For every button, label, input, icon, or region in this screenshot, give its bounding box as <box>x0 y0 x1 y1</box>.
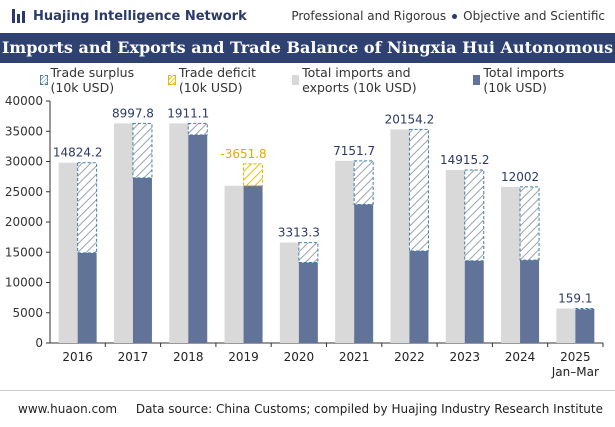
import-bar <box>132 177 152 343</box>
surplus-bar <box>353 160 374 205</box>
balance-data-label: 20154.2 <box>385 112 435 126</box>
x-tick-label: 2025 <box>560 350 591 364</box>
balance-data-label: 159.1 <box>558 292 592 306</box>
total-bar <box>335 160 355 343</box>
balance-data-label: -3651.8 <box>220 147 266 161</box>
x-tick-label: 2020 <box>284 350 315 364</box>
brand-logo-icon <box>12 9 25 23</box>
chart-title: Imports and Exports and Trade Balance of… <box>0 33 615 87</box>
x-tick-label: 2023 <box>449 350 480 364</box>
total-bar <box>169 123 189 343</box>
footer: www.huaon.com Data source: China Customs… <box>0 390 615 427</box>
import-bar <box>575 309 595 343</box>
legend-swatch-total <box>292 75 300 85</box>
brand: Huajing Intelligence Network <box>12 9 247 24</box>
balance-data-label: 14915.2 <box>440 153 490 167</box>
legend-total: Total imports and exports (10k USD) <box>292 65 459 95</box>
import-bar <box>354 204 374 343</box>
balance-data-label: 1911.1 <box>167 106 209 120</box>
legend-swatch-deficit <box>168 75 176 85</box>
legend-import: Total imports (10k USD) <box>473 65 586 95</box>
legend-deficit: Trade deficit (10k USD) <box>168 65 278 95</box>
surplus-bar <box>187 122 208 136</box>
y-tick-label: 35000 <box>5 124 43 138</box>
import-bar <box>520 260 540 343</box>
y-tick-label: 5000 <box>12 306 43 320</box>
x-tick-label: 2022 <box>394 350 425 364</box>
total-bar <box>556 308 576 343</box>
x-tick-label: 2018 <box>173 350 204 364</box>
surplus-bar <box>408 128 429 252</box>
bar-chart: 0 5000 10000 15000 20000 25000 30000 35000 40000… <box>5 94 604 379</box>
surplus-bar <box>464 169 485 262</box>
y-tick-label: 20000 <box>5 215 43 229</box>
import-bar <box>464 260 484 343</box>
y-tick-label: 15000 <box>5 245 43 259</box>
y-tick-label: 0 <box>35 336 43 350</box>
x-tick-label: Jan–Mar <box>551 365 599 379</box>
balance-data-label: 12002 <box>501 170 539 184</box>
footer-website: www.huaon.com <box>18 402 118 416</box>
surplus-bar <box>77 162 98 254</box>
y-tick-label: 10000 <box>5 276 43 290</box>
surplus-bar <box>132 122 153 179</box>
separator-dot-icon <box>452 13 458 19</box>
legend-swatch-surplus <box>40 75 48 85</box>
legend-label-deficit: Trade deficit (10k USD) <box>178 65 256 95</box>
footer-source: Data source: China Customs; compiled by … <box>135 402 603 416</box>
total-bar <box>390 129 410 343</box>
surplus-bar <box>519 186 540 261</box>
legend-swatch-import <box>473 75 481 85</box>
total-bar <box>113 123 133 343</box>
total-bar <box>279 242 299 343</box>
top-bar: Huajing Intelligence Network Professiona… <box>0 0 615 32</box>
tag-objective: Objective and Scientific <box>463 9 605 23</box>
legend-surplus: Trade surplus (10k USD) <box>40 65 154 95</box>
import-bar <box>298 262 318 343</box>
tag-professional: Professional and Rigorous <box>291 9 447 23</box>
x-tick-label: 2016 <box>62 350 93 364</box>
total-bar <box>501 186 521 343</box>
x-tick-label: 2019 <box>228 350 259 364</box>
x-tick-label: 2024 <box>505 350 536 364</box>
x-tick-label: 2017 <box>118 350 149 364</box>
total-bar <box>445 169 465 343</box>
header-tags: Professional and Rigorous Objective and … <box>291 9 605 23</box>
deficit-bar <box>243 163 264 187</box>
import-bar <box>188 134 208 343</box>
balance-data-label: 3313.3 <box>278 226 320 240</box>
chart-legend: Trade surplus (10k USD) Trade deficit (1… <box>40 65 600 95</box>
import-bar <box>409 251 429 343</box>
y-tick-label: 30000 <box>5 155 43 169</box>
balance-data-label: 8997.8 <box>112 106 154 120</box>
brand-name: Huajing Intelligence Network <box>33 8 247 24</box>
y-tick-label: 40000 <box>5 94 43 108</box>
import-bar <box>77 252 97 343</box>
surplus-bar <box>298 242 319 264</box>
total-bar <box>224 185 244 343</box>
import-bar <box>243 163 263 343</box>
balance-data-label: 7151.7 <box>333 144 375 158</box>
x-tick-label: 2021 <box>339 350 370 364</box>
balance-data-label: 14824.2 <box>53 146 103 160</box>
legend-label-surplus: Trade surplus (10k USD) <box>50 65 135 95</box>
y-tick-label: 25000 <box>5 185 43 199</box>
legend-label-import: Total imports (10k USD) <box>483 65 565 95</box>
legend-label-total: Total imports and exports (10k USD) <box>302 65 417 95</box>
surplus-bar <box>574 308 595 311</box>
total-bar <box>58 162 78 343</box>
